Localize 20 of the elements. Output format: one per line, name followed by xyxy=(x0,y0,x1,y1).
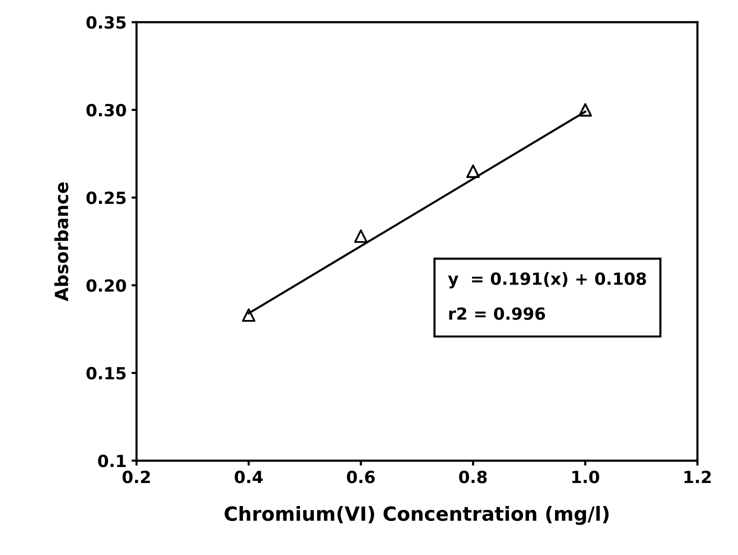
point xyxy=(466,164,480,178)
point xyxy=(578,103,592,117)
x-tick-label: 1.0 xyxy=(572,470,600,484)
y-tick-label: 0.1 xyxy=(98,454,126,468)
x-tick-label: 0.2 xyxy=(122,470,150,484)
x-tick-label: 0.8 xyxy=(459,470,487,484)
x-axis-title: Chromium(VI) Concentration (mg/l) xyxy=(224,506,609,525)
x-tick-label: 0.4 xyxy=(234,470,263,484)
y-tick-label: 0.25 xyxy=(86,192,126,204)
y-tick-label: 0.20 xyxy=(86,279,126,292)
point xyxy=(242,308,256,322)
y-tick-label: 0.30 xyxy=(86,104,126,116)
y-tick-label: 0.15 xyxy=(86,366,126,380)
x-tick-label: 0.6 xyxy=(346,470,375,484)
annotation: y = 0.191(x) + 0.108 xyxy=(448,272,646,288)
annotation: r2 = 0.996 xyxy=(449,307,546,320)
y-axis-title: Absorbance xyxy=(54,182,68,302)
x-tick-label: 1.2 xyxy=(684,470,711,484)
y-tick-label: 0.35 xyxy=(86,16,126,29)
point xyxy=(354,229,368,243)
